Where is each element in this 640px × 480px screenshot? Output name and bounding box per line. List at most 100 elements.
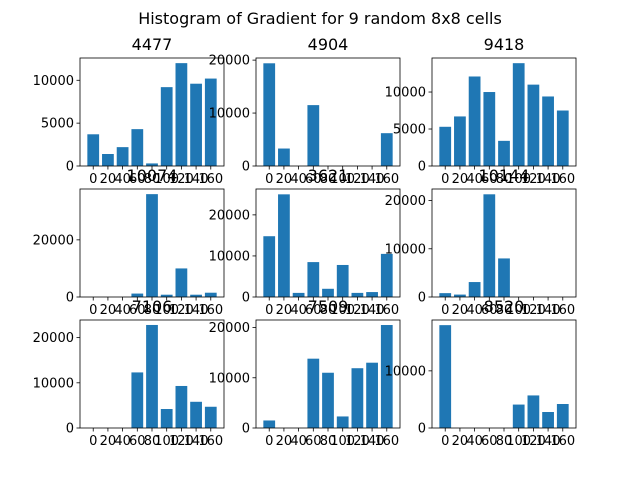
bar-60 [307,262,320,297]
x-tick-label: 80 [320,434,337,449]
bar-160 [204,406,217,428]
bar-60 [307,105,320,166]
bar-0 [263,236,276,297]
axes-frame [255,57,401,167]
panel-title: 7509 [308,297,349,316]
y-tick-label: 20000 [209,208,250,223]
bar-80 [322,288,334,297]
bar-0 [263,420,276,428]
x-tick-label: 100 [506,303,531,318]
x-tick-label: 80 [496,434,513,449]
x-tick-label: 120 [345,172,370,187]
x-tick-label: 60 [305,434,322,449]
x-tick-label: 40 [290,434,307,449]
panel-title: 10074 [127,166,178,185]
x-tick-label: 160 [374,172,399,187]
bar-100 [336,264,349,297]
x-tick-label: 100 [330,434,355,449]
bar-100 [512,63,525,166]
x-tick-label: 40 [114,172,131,187]
y-tick-label: 5000 [41,117,74,132]
x-tick-label: 60 [129,303,146,318]
x-tick-label: 40 [290,172,307,187]
bar-140 [190,294,202,297]
y-tick-label: 0 [66,422,74,437]
x-tick-label: 40 [466,434,483,449]
y-tick-label: 10000 [33,376,74,391]
y-tick-label: 20000 [209,54,250,69]
panel-title: 4904 [308,35,349,54]
x-tick-label: 20 [452,303,469,318]
x-tick-label: 60 [305,172,322,187]
y-tick-label: 20000 [209,321,250,336]
bar-140 [366,292,378,297]
bar-60 [131,293,144,297]
bar-0 [263,63,276,166]
bar-80 [322,372,334,428]
x-tick-label: 40 [114,434,131,449]
x-tick-label: 140 [184,172,209,187]
x-tick-label: 140 [536,303,561,318]
x-tick-label: 20 [100,303,117,318]
bar-40 [292,292,305,297]
y-tick-label: 20000 [385,194,426,209]
bar-80 [498,140,510,166]
y-tick-label: 10000 [385,242,426,257]
bar-100 [336,416,349,428]
bar-140 [542,412,554,428]
bar-160 [380,133,393,166]
y-tick-label: 10000 [33,74,74,89]
x-tick-label: 120 [169,434,194,449]
x-tick-label: 140 [360,303,385,318]
bar-80 [146,324,158,428]
x-tick-label: 140 [360,434,385,449]
x-tick-label: 120 [521,172,546,187]
bar-20 [278,148,290,166]
bar-40 [116,147,129,166]
panel-title: 4477 [132,35,173,54]
x-tick-label: 160 [198,434,223,449]
x-tick-label: 60 [305,303,322,318]
x-tick-label: 80 [144,172,161,187]
axes-frame [431,319,577,429]
x-tick-label: 120 [521,434,546,449]
panel-title: 8520 [484,297,525,316]
bar-160 [556,404,569,428]
y-tick-label: 10000 [385,86,426,101]
panel-title: 7106 [132,297,173,316]
x-tick-label: 120 [169,172,194,187]
bar-120 [351,368,364,428]
x-tick-label: 20 [276,172,293,187]
bar-160 [204,292,217,297]
bar-80 [146,194,158,297]
x-tick-label: 140 [184,303,209,318]
bar-140 [190,401,202,428]
bar-0 [439,293,452,297]
bar-40 [468,282,481,297]
y-tick-label: 10000 [209,371,250,386]
x-tick-label: 60 [481,172,498,187]
x-tick-label: 120 [345,434,370,449]
x-tick-label: 20 [100,434,117,449]
bar-0 [439,126,452,166]
x-tick-label: 160 [550,303,575,318]
bar-100 [160,409,173,428]
x-tick-label: 40 [466,172,483,187]
x-tick-label: 100 [154,303,179,318]
x-tick-label: 120 [521,303,546,318]
bar-120 [175,385,188,428]
x-tick-label: 120 [169,303,194,318]
x-tick-label: 100 [330,303,355,318]
bar-20 [454,116,466,166]
x-tick-label: 20 [452,172,469,187]
x-tick-label: 0 [441,303,449,318]
bar-120 [175,268,188,297]
x-tick-label: 0 [89,434,97,449]
x-tick-label: 0 [89,172,97,187]
bar-160 [380,325,393,428]
